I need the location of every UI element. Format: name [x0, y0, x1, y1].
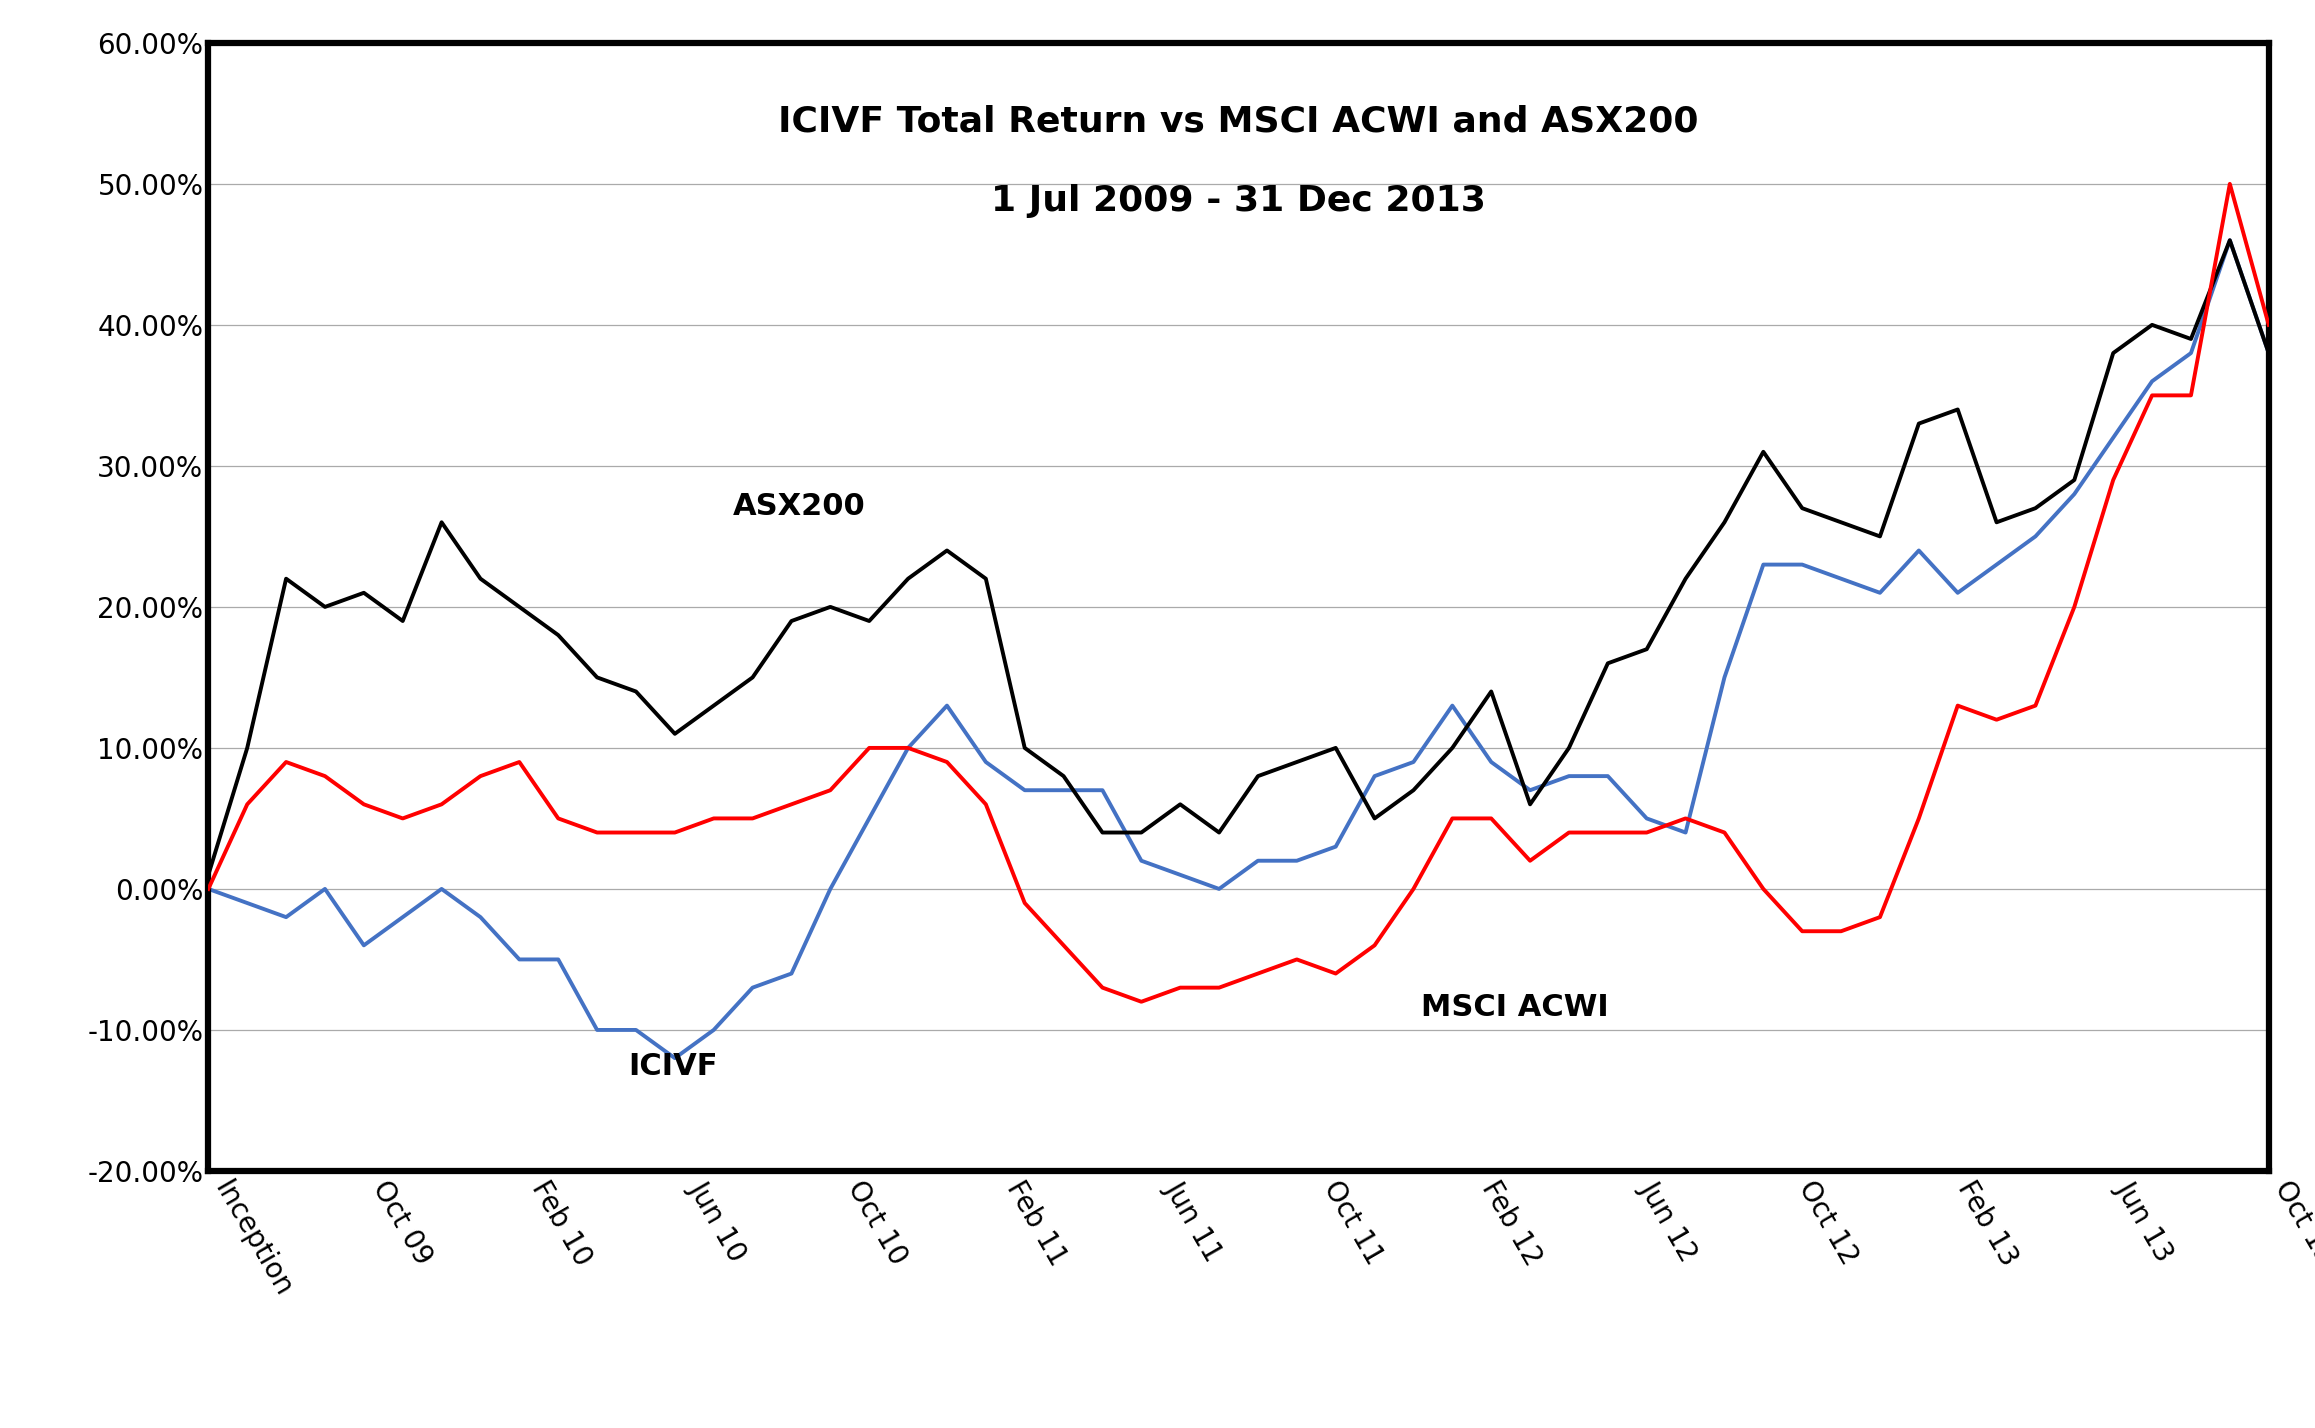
- Text: 1 Jul 2009 - 31 Dec 2013: 1 Jul 2009 - 31 Dec 2013: [991, 184, 1486, 218]
- Text: ICIVF Total Return vs MSCI ACWI and ASX200: ICIVF Total Return vs MSCI ACWI and ASX2…: [778, 104, 1699, 139]
- Text: ICIVF: ICIVF: [627, 1052, 718, 1081]
- Text: ASX200: ASX200: [734, 493, 866, 521]
- Text: MSCI ACWI: MSCI ACWI: [1421, 992, 1609, 1022]
